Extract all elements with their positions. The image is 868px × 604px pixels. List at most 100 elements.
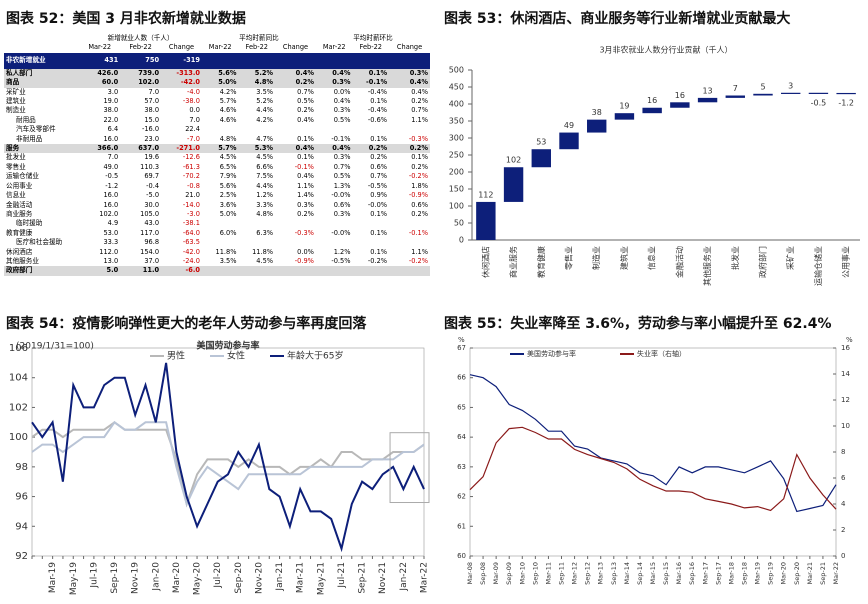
cell: -0.6% — [367, 115, 388, 124]
x-tick-label: Mar-22 — [420, 562, 430, 593]
value-label: 16 — [647, 96, 657, 105]
cell: 4.5% — [256, 256, 274, 265]
cell: 5.6% — [201, 68, 239, 79]
x-tick-label: Sep-11 — [558, 562, 566, 585]
x-tick-label: Sep-10 — [531, 562, 539, 585]
cell: 426.0 — [79, 68, 121, 79]
empty-cell — [389, 52, 430, 69]
heading: 图表 52：美国 3 月非农新增就业数据 — [6, 11, 246, 27]
series-line — [31, 420, 425, 507]
cell: -7.0 — [187, 134, 200, 143]
x-tick-label: Nov-19 — [131, 562, 141, 594]
cell: -24.0 — [182, 256, 200, 265]
table-row: 批发业 7.0 19.6 -12.6 4.5% 4.5% 0.1% 0.3% 0.2% 0.1% — [4, 153, 430, 162]
table-row: 采矿业 3.0 7.0 -4.0 4.2% 3.5% 0.7% 0.0% -0.4% 0.4% — [4, 88, 430, 97]
cell: 0.0 — [189, 106, 200, 115]
x-tick-label: Mar-18 — [727, 562, 735, 584]
x-tick-label: Sep-14 — [636, 562, 644, 585]
x-tick-label: 休闲酒店 — [480, 246, 490, 278]
y-tick-label: 98 — [15, 462, 28, 473]
cell: 0.4% — [315, 144, 353, 154]
y2-tick-label: 8 — [841, 448, 845, 456]
cell: 0.3% — [333, 153, 351, 162]
x-tick-label: Sep-20 — [234, 562, 244, 594]
bar — [642, 107, 662, 114]
cell: 117.0 — [140, 228, 160, 237]
cell: 4.8% — [238, 78, 276, 88]
column-header: Feb-22 — [129, 43, 152, 52]
x-tick-label: 政府部门 — [758, 246, 768, 278]
cell: 0.1% — [370, 134, 388, 143]
cell: 3.3% — [256, 200, 274, 209]
x-tick-label: Mar-09 — [492, 562, 500, 584]
legend-label: 男性 — [167, 350, 185, 362]
x-tick-label: 采矿业 — [785, 246, 795, 270]
cell: 1.8% — [411, 181, 428, 190]
jobs-table: 新增就业人数（千人） 平均时薪同比 平均时薪环比 Mar-22 Feb-22 Change… — [4, 34, 430, 276]
cell: -1.2 — [105, 181, 119, 190]
cell: 431 — [79, 52, 121, 69]
cell: 1.3% — [333, 181, 351, 190]
cell: 0.5% — [333, 115, 351, 124]
y-tick-label: 0 — [459, 236, 464, 245]
table-row: 商业服务 102.0 105.0 -3.0 5.0% 4.8% 0.2% 0.3% 0.1% 0.… — [4, 210, 430, 219]
cell: 366.0 — [79, 144, 121, 154]
value-label: 13 — [702, 86, 712, 95]
cell: 6.5% — [219, 162, 237, 171]
table-row: 非耐用品 16.0 23.0 -7.0 4.8% 4.7% 0.1% -0.1% 0.1% -0.… — [4, 135, 430, 144]
x-tick-label: Mar-15 — [649, 562, 657, 584]
empty-cell — [316, 125, 353, 134]
cell: -0.1% — [331, 134, 351, 143]
cell: -0.0% — [331, 228, 351, 237]
y-tick-label: 106 — [9, 343, 28, 354]
table-row: 商品 60.0 102.0 -42.0 5.0% 4.8% 0.2% 0.3% -0.1% 0.4… — [4, 78, 430, 88]
cell: -61.3 — [182, 162, 200, 171]
y-tick-label: 100 — [9, 432, 28, 443]
column-header: Mar-22 — [208, 43, 232, 52]
cell: 1.4% — [297, 191, 314, 200]
x-tick-label: Jul-21 — [337, 562, 347, 589]
cell: -319 — [161, 52, 202, 69]
cell: 637.0 — [120, 144, 162, 154]
cell: 102.0 — [120, 78, 162, 88]
cell: 739.0 — [120, 68, 162, 79]
bar — [503, 167, 524, 202]
cell: 21.0 — [185, 191, 200, 200]
y-tick-label: 104 — [9, 373, 28, 384]
cell: 0.9% — [370, 191, 388, 200]
bar — [836, 92, 856, 95]
row-label: 商业服务 — [6, 209, 33, 218]
cell: 38.0 — [144, 106, 160, 115]
cell: 60.0 — [79, 78, 121, 88]
value-label: 49 — [564, 121, 574, 130]
cell: 0.1% — [297, 134, 314, 143]
x-tick-label: May-19 — [69, 562, 79, 595]
empty-cell — [238, 238, 275, 247]
value-label: -1.2 — [838, 98, 854, 107]
empty-cell — [238, 125, 275, 134]
column-header: Change — [396, 43, 423, 52]
cell: 7.9% — [219, 172, 237, 181]
x-tick-label: Jan-20 — [151, 562, 161, 592]
cell: 0.4% — [389, 78, 430, 88]
value-label: 38 — [592, 108, 602, 117]
cell: -0.2% — [408, 256, 428, 265]
cell: -0.4 — [146, 181, 160, 190]
cell: 0.4% — [297, 172, 314, 181]
cell: -271.0 — [161, 144, 202, 154]
cell: -63.5 — [182, 238, 200, 247]
dual-line-chart: 60 61 62 63 64 65 66 67 0 2 4 6 8 10 12 14 16% % Mar-08 Sep… — [457, 336, 853, 585]
cell: 19.0 — [103, 97, 119, 106]
table-row: 公用事业 -1.2 -0.4 -0.8 5.6% 4.4% 1.1% 1.3% -0.5% 1.8… — [4, 182, 430, 191]
y-tick-label: 96 — [15, 492, 28, 503]
x-tick-label: 公用事业 — [841, 246, 851, 278]
cell: 16.0 — [103, 191, 119, 200]
cell: 4.9 — [107, 219, 119, 228]
row-label: 公用事业 — [6, 181, 33, 190]
header-row: Mar-22 Feb-22 Change Mar-22 Feb-22 Change Mar-… — [4, 43, 430, 52]
cell: 5.6% — [219, 181, 237, 190]
row-label: 批发业 — [6, 153, 26, 162]
cell: 53.0 — [103, 228, 119, 237]
cell: 750 — [120, 52, 162, 69]
